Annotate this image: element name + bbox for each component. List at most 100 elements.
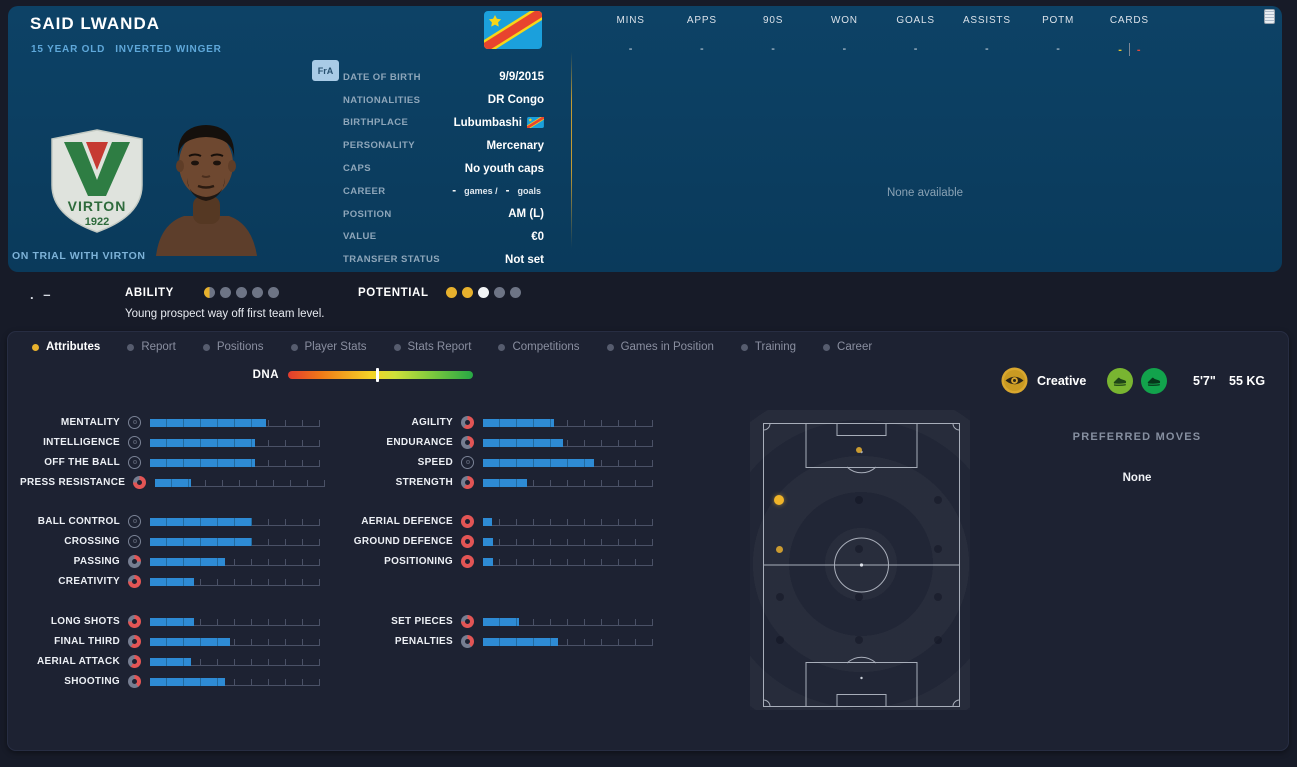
info-row: PERSONALITY Mercenary — [343, 134, 544, 157]
knowledge-pie-icon — [461, 415, 474, 429]
attribute-label: AERIAL DEFENCE — [361, 515, 453, 527]
attribute-bar — [150, 416, 320, 429]
attribute-bar-fill — [150, 677, 225, 686]
attribute-label: PENALTIES — [394, 635, 453, 647]
player-subtitle: 15 YEAR OLD INVERTED WINGER — [31, 44, 222, 55]
knowledge-pie-icon — [128, 534, 141, 548]
info-row: DATE OF BIRTH 9/9/2015 — [343, 66, 544, 89]
rating-dot-empty — [510, 287, 521, 298]
tab-label: Stats Report — [407, 341, 472, 353]
position-slot-dot — [934, 545, 943, 554]
dr-congo-flag-icon — [484, 11, 542, 49]
attribute-bar — [150, 436, 320, 449]
knowledge-pie-icon — [128, 674, 141, 688]
player-header-panel: SAID LWANDA 15 YEAR OLD INVERTED WINGER V… — [8, 6, 1282, 272]
tab-label: Career — [837, 341, 873, 353]
stat-column-label: APPS — [686, 15, 717, 26]
attribute-bar — [483, 535, 653, 548]
attribute-bar-fill — [483, 537, 494, 546]
attribute-bar-fill — [150, 557, 225, 566]
player-name: SAID LWANDA — [30, 14, 160, 33]
attribute-bar — [150, 535, 320, 548]
stats-empty-message: None available — [886, 187, 964, 199]
attribute-bar-fill — [150, 517, 252, 526]
tab-dot-icon — [127, 343, 135, 351]
attribute-row: GROUND DEFENCE — [353, 531, 653, 551]
attribute-bar — [150, 635, 320, 648]
tab-attributes[interactable]: Attributes — [32, 341, 100, 353]
attribute-row: PENALTIES — [353, 631, 653, 651]
position-dot-st — [855, 446, 862, 453]
rating-dot-half — [204, 287, 215, 298]
tab-games-in-position[interactable]: Games in Position — [606, 341, 714, 353]
stat-column-value: - — [771, 43, 775, 55]
pitch-markings — [763, 423, 960, 707]
stat-column-value: - — [842, 43, 847, 55]
attribute-bar — [150, 575, 320, 588]
tab-positions[interactable]: Positions — [202, 341, 264, 353]
tab-label: Positions — [216, 341, 264, 353]
info-row: NATIONALITIES DR Congo — [343, 89, 544, 112]
attribute-row: AERIAL DEFENCE — [353, 511, 653, 531]
info-rows: DATE OF BIRTH 9/9/2015 NATIONALITIES DR Con… — [343, 66, 544, 271]
attribute-bar — [483, 416, 653, 429]
tab-career[interactable]: Career — [823, 341, 872, 353]
attribute-label: SPEED — [417, 456, 453, 468]
tab-dot-icon — [290, 343, 298, 351]
stat-column-label: WON — [830, 15, 858, 26]
stat-column-label: POTM — [1042, 15, 1075, 26]
attribute-row: PRESS RESISTANCE — [20, 472, 326, 492]
attribute-bar-fill — [483, 458, 594, 467]
stat-column: ASSISTS - — [951, 15, 1022, 56]
rating-dot-empty — [494, 287, 505, 298]
tab-dot-icon — [498, 343, 506, 351]
info-value-text: Lubumbashi — [453, 116, 522, 129]
attribute-row: SHOOTING — [20, 671, 320, 691]
attribute-bar-fill — [483, 557, 494, 566]
attribute-row: CREATIVITY — [20, 571, 320, 591]
info-value-text: 9/9/2015 — [499, 71, 544, 84]
position-slot-dot — [854, 495, 863, 504]
tab-training[interactable]: Training — [740, 341, 797, 353]
position-slot-dot — [775, 635, 784, 644]
knowledge-pie-icon — [128, 614, 141, 628]
preferred-moves-value: None — [1122, 472, 1152, 484]
player-role: INVERTED WINGER — [115, 44, 222, 55]
attribute-bar — [150, 555, 320, 568]
attribute-row: STRENGTH — [353, 472, 653, 492]
stat-column-value: - — [700, 43, 704, 55]
knowledge-pie-icon — [128, 455, 141, 469]
attribute-bar — [483, 456, 653, 469]
info-value-text: DR Congo — [487, 94, 544, 107]
attribute-row: AERIAL ATTACK — [20, 651, 320, 671]
info-value-text: Not set — [505, 253, 544, 266]
tab-report[interactable]: Report — [127, 341, 176, 353]
info-value: DR Congo — [488, 94, 544, 106]
info-row: TRANSFER STATUS Not set — [343, 248, 544, 271]
attribute-bar — [483, 515, 653, 528]
attribute-group: BALL CONTROL CROSSING PASSING CREATIVITY — [20, 511, 320, 591]
info-label: DATE OF BIRTH — [343, 71, 421, 83]
tab-player-stats[interactable]: Player Stats — [290, 341, 367, 353]
info-row: CAREER - games / - goals — [343, 180, 544, 203]
play-style-label: Creative — [1037, 374, 1087, 388]
player-age: 15 YEAR OLD — [31, 44, 106, 55]
attribute-bar — [483, 635, 653, 648]
attribute-label: FINAL THIRD — [54, 635, 120, 647]
knowledge-pie-icon — [461, 435, 474, 449]
tab-stats-report[interactable]: Stats Report — [393, 341, 472, 353]
ability-note: Young prospect way off first team level. — [125, 308, 325, 320]
rating-dot-empty — [268, 287, 279, 298]
player-weight: 55 KG — [1229, 374, 1266, 388]
position-slot-dot — [854, 593, 863, 602]
notes-icon[interactable] — [1264, 9, 1275, 24]
info-value: €0 — [531, 231, 544, 243]
attribute-bar — [150, 456, 320, 469]
tab-label: Training — [754, 341, 797, 353]
tab-competitions[interactable]: Competitions — [498, 341, 580, 353]
position-slot-dot — [934, 495, 943, 504]
knowledge-pie-icon — [461, 514, 474, 528]
attribute-bar — [150, 675, 320, 688]
rating-dot-empty — [252, 287, 263, 298]
